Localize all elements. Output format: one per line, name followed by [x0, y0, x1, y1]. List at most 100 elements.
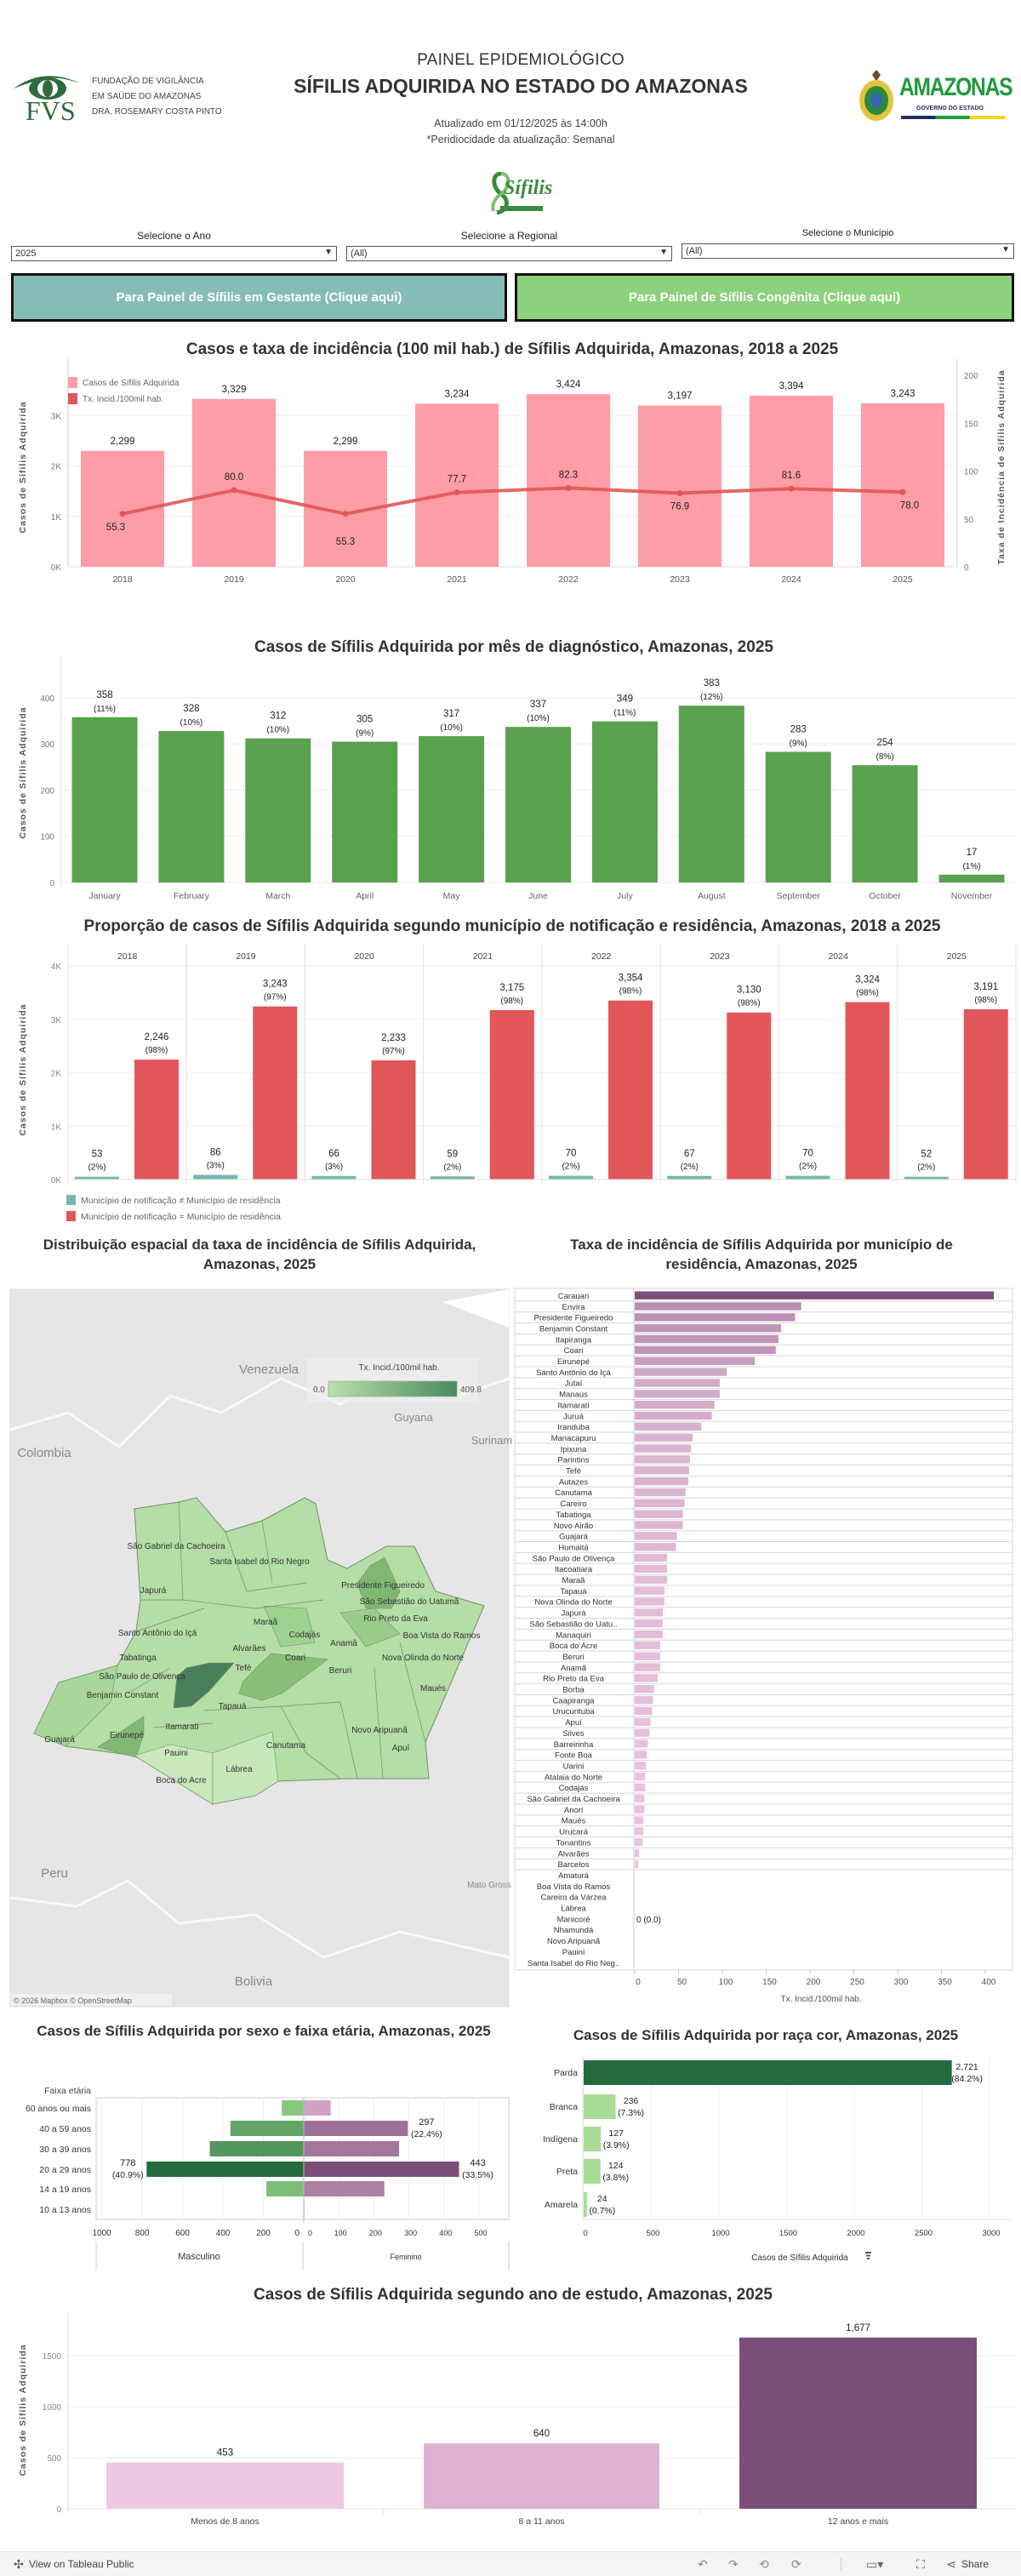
view-on-tableau-link[interactable]: View on Tableau Public — [29, 2558, 134, 2570]
bar-pct-label: (8%) — [876, 752, 894, 762]
municipality-label: Atalaia do Norte — [545, 1773, 602, 1782]
bar-municipality-rate — [635, 1291, 995, 1299]
bar-data-label: 3,234 — [445, 389, 470, 399]
bar-pct-label: (11%) — [94, 705, 116, 714]
fullscreen-icon[interactable]: ⛶ — [916, 2557, 925, 2571]
municipality-label: Anamã — [561, 1664, 587, 1673]
refresh-icon[interactable]: ⟳ — [791, 2557, 801, 2571]
bar-municipality-rate — [635, 1575, 668, 1584]
municipality-label: Lábrea — [561, 1905, 586, 1914]
y-tick-label: 4K — [51, 962, 62, 972]
x-tick-label: 2019 — [224, 574, 244, 585]
x-tick-label-male: 400 — [216, 2229, 231, 2238]
sort-icon[interactable] — [865, 2252, 871, 2259]
municipality-label: Urucurituba — [552, 1707, 595, 1716]
municipality-label: Presidente Figueiredo — [534, 1314, 613, 1323]
bar-education — [106, 2462, 344, 2509]
y-tick-label: 0K — [51, 563, 62, 573]
bar-pct-label: (98%) — [145, 1046, 168, 1055]
bar-municipality-rate — [635, 1302, 801, 1311]
bar-month — [332, 741, 398, 882]
y-tick-label: 3K — [51, 412, 62, 421]
municipality-label: Caapiranga — [552, 1696, 595, 1705]
gestante-panel-button[interactable]: Para Painel de Sífilis em Gestante (Cliq… — [11, 273, 507, 322]
share-icon[interactable]: ⋖ — [946, 2557, 956, 2571]
x-tick-label: 1500 — [779, 2229, 797, 2238]
revert-icon[interactable]: ⟲ — [759, 2557, 769, 2571]
municipality-label: Silves — [562, 1729, 585, 1739]
undo-icon[interactable]: ↶ — [698, 2557, 708, 2571]
device-preview-icon[interactable]: ▭▾ — [866, 2557, 884, 2571]
filter-regional-dropdown[interactable]: (All) ▼ — [346, 246, 672, 261]
municipality-border — [339, 1701, 358, 1779]
x-tick-label: 0 — [636, 1978, 641, 1987]
map-place-label: Tapauá — [219, 1702, 247, 1711]
bar-pct-label: (2%) — [681, 1162, 699, 1172]
bar-pct-label: (3%) — [325, 1162, 343, 1172]
share-button[interactable]: Share — [961, 2558, 990, 2570]
y-tick-label: 1K — [51, 1122, 62, 1132]
bar-different-municipality — [785, 1175, 830, 1179]
x-tick-label: November — [951, 891, 993, 901]
bar-municipality-rate — [635, 1422, 702, 1431]
bar-pct-label: (97%) — [382, 1047, 405, 1056]
bar-pct-label: (33.5%) — [462, 2170, 493, 2180]
municipality-label: Itamarati — [558, 1401, 590, 1410]
map-place-label: Alvarães — [233, 1644, 266, 1654]
map-place-label: Tabatinga — [119, 1654, 157, 1663]
municipality-label: São Paulo de Olivença — [533, 1554, 615, 1563]
bar-municipality-rate — [635, 1674, 658, 1682]
x-tick-label-male: 600 — [175, 2229, 190, 2238]
x-tick-label: 2000 — [847, 2229, 864, 2238]
bar-municipality-rate — [635, 1510, 683, 1518]
redo-icon[interactable]: ↷ — [728, 2557, 739, 2571]
bar-municipality-rate — [635, 1532, 677, 1540]
bar-value-label: 383 — [704, 678, 720, 688]
bar-value-label: 358 — [96, 690, 112, 700]
sort-icon-bar — [865, 2252, 871, 2253]
bar-education — [739, 2337, 977, 2509]
race-label: Amarela — [545, 2200, 578, 2210]
bar-cases — [527, 394, 610, 567]
bar-value-label: 337 — [530, 700, 546, 710]
map-country-label: Peru — [41, 1866, 68, 1881]
chart-map-title: Distribuição espacial da taxa de incidên… — [43, 1237, 476, 1272]
amazonas-crest-icon — [859, 70, 893, 121]
amazonas-logo-flag-stripe — [901, 116, 1005, 119]
facet-header-year: 2024 — [828, 951, 848, 962]
filter-year-dropdown[interactable]: 2025 ▼ — [11, 246, 337, 261]
line-data-label: 82.3 — [559, 470, 578, 480]
legend-swatch-rate — [68, 393, 77, 404]
gestante-panel-button-label: Para Painel de Sífilis em Gestante (Cliq… — [116, 290, 402, 305]
map-place-label: Novo Aripuanã — [351, 1726, 408, 1735]
bar-same-municipality — [727, 1012, 772, 1179]
facet-header-year: 2019 — [236, 951, 256, 962]
filter-municipio-dropdown[interactable]: (All) ▼ — [682, 243, 1014, 259]
map-place-label: Nova Olinda do Norte — [382, 1654, 465, 1663]
bar-data-label: 3,424 — [556, 380, 581, 390]
facet-header-year: 2021 — [473, 951, 493, 962]
y-tick-label: 1000 — [43, 2403, 62, 2413]
municipality-label: Novo Airão — [554, 1522, 593, 1531]
bar-municipality-rate — [635, 1597, 665, 1606]
chart-sex-age-title: Casos de Sífilis Adquirida por sexo e fa… — [37, 2023, 491, 2039]
bar-pct-label: (7.3%) — [618, 2108, 644, 2118]
chart-race-title: Casos de Sífilis Adquirida por raça cor,… — [573, 2027, 959, 2043]
legend-swatch-cases — [68, 377, 77, 388]
y2-axis-title: Taxa de Incidência de Sífilis Adquirida — [996, 369, 1007, 564]
bar-value-label: 24 — [597, 2194, 607, 2204]
municipality-label: Novo Aripuanã — [547, 1937, 601, 1946]
line-point — [453, 489, 460, 496]
bar-month — [678, 705, 744, 882]
bar-female — [304, 2141, 400, 2156]
x-tick-label-female: 200 — [369, 2229, 382, 2237]
x-tick-label-male: 1000 — [92, 2229, 111, 2238]
x-tick-label: January — [88, 891, 121, 901]
fvs-name-line-1: FUNDAÇÃO DE VIGILÂNCIA — [92, 77, 204, 86]
congenita-panel-button[interactable]: Para Painel de Sífilis Congênita (Clique… — [515, 273, 1014, 322]
sifilis-campaign-logo: Sífilis — [485, 170, 562, 218]
bar-value-label: 70 — [802, 1149, 813, 1159]
bar-pct-label: (10%) — [266, 726, 289, 735]
municipality-label: Urucará — [559, 1828, 589, 1837]
map-attribution-background — [10, 1994, 172, 2006]
